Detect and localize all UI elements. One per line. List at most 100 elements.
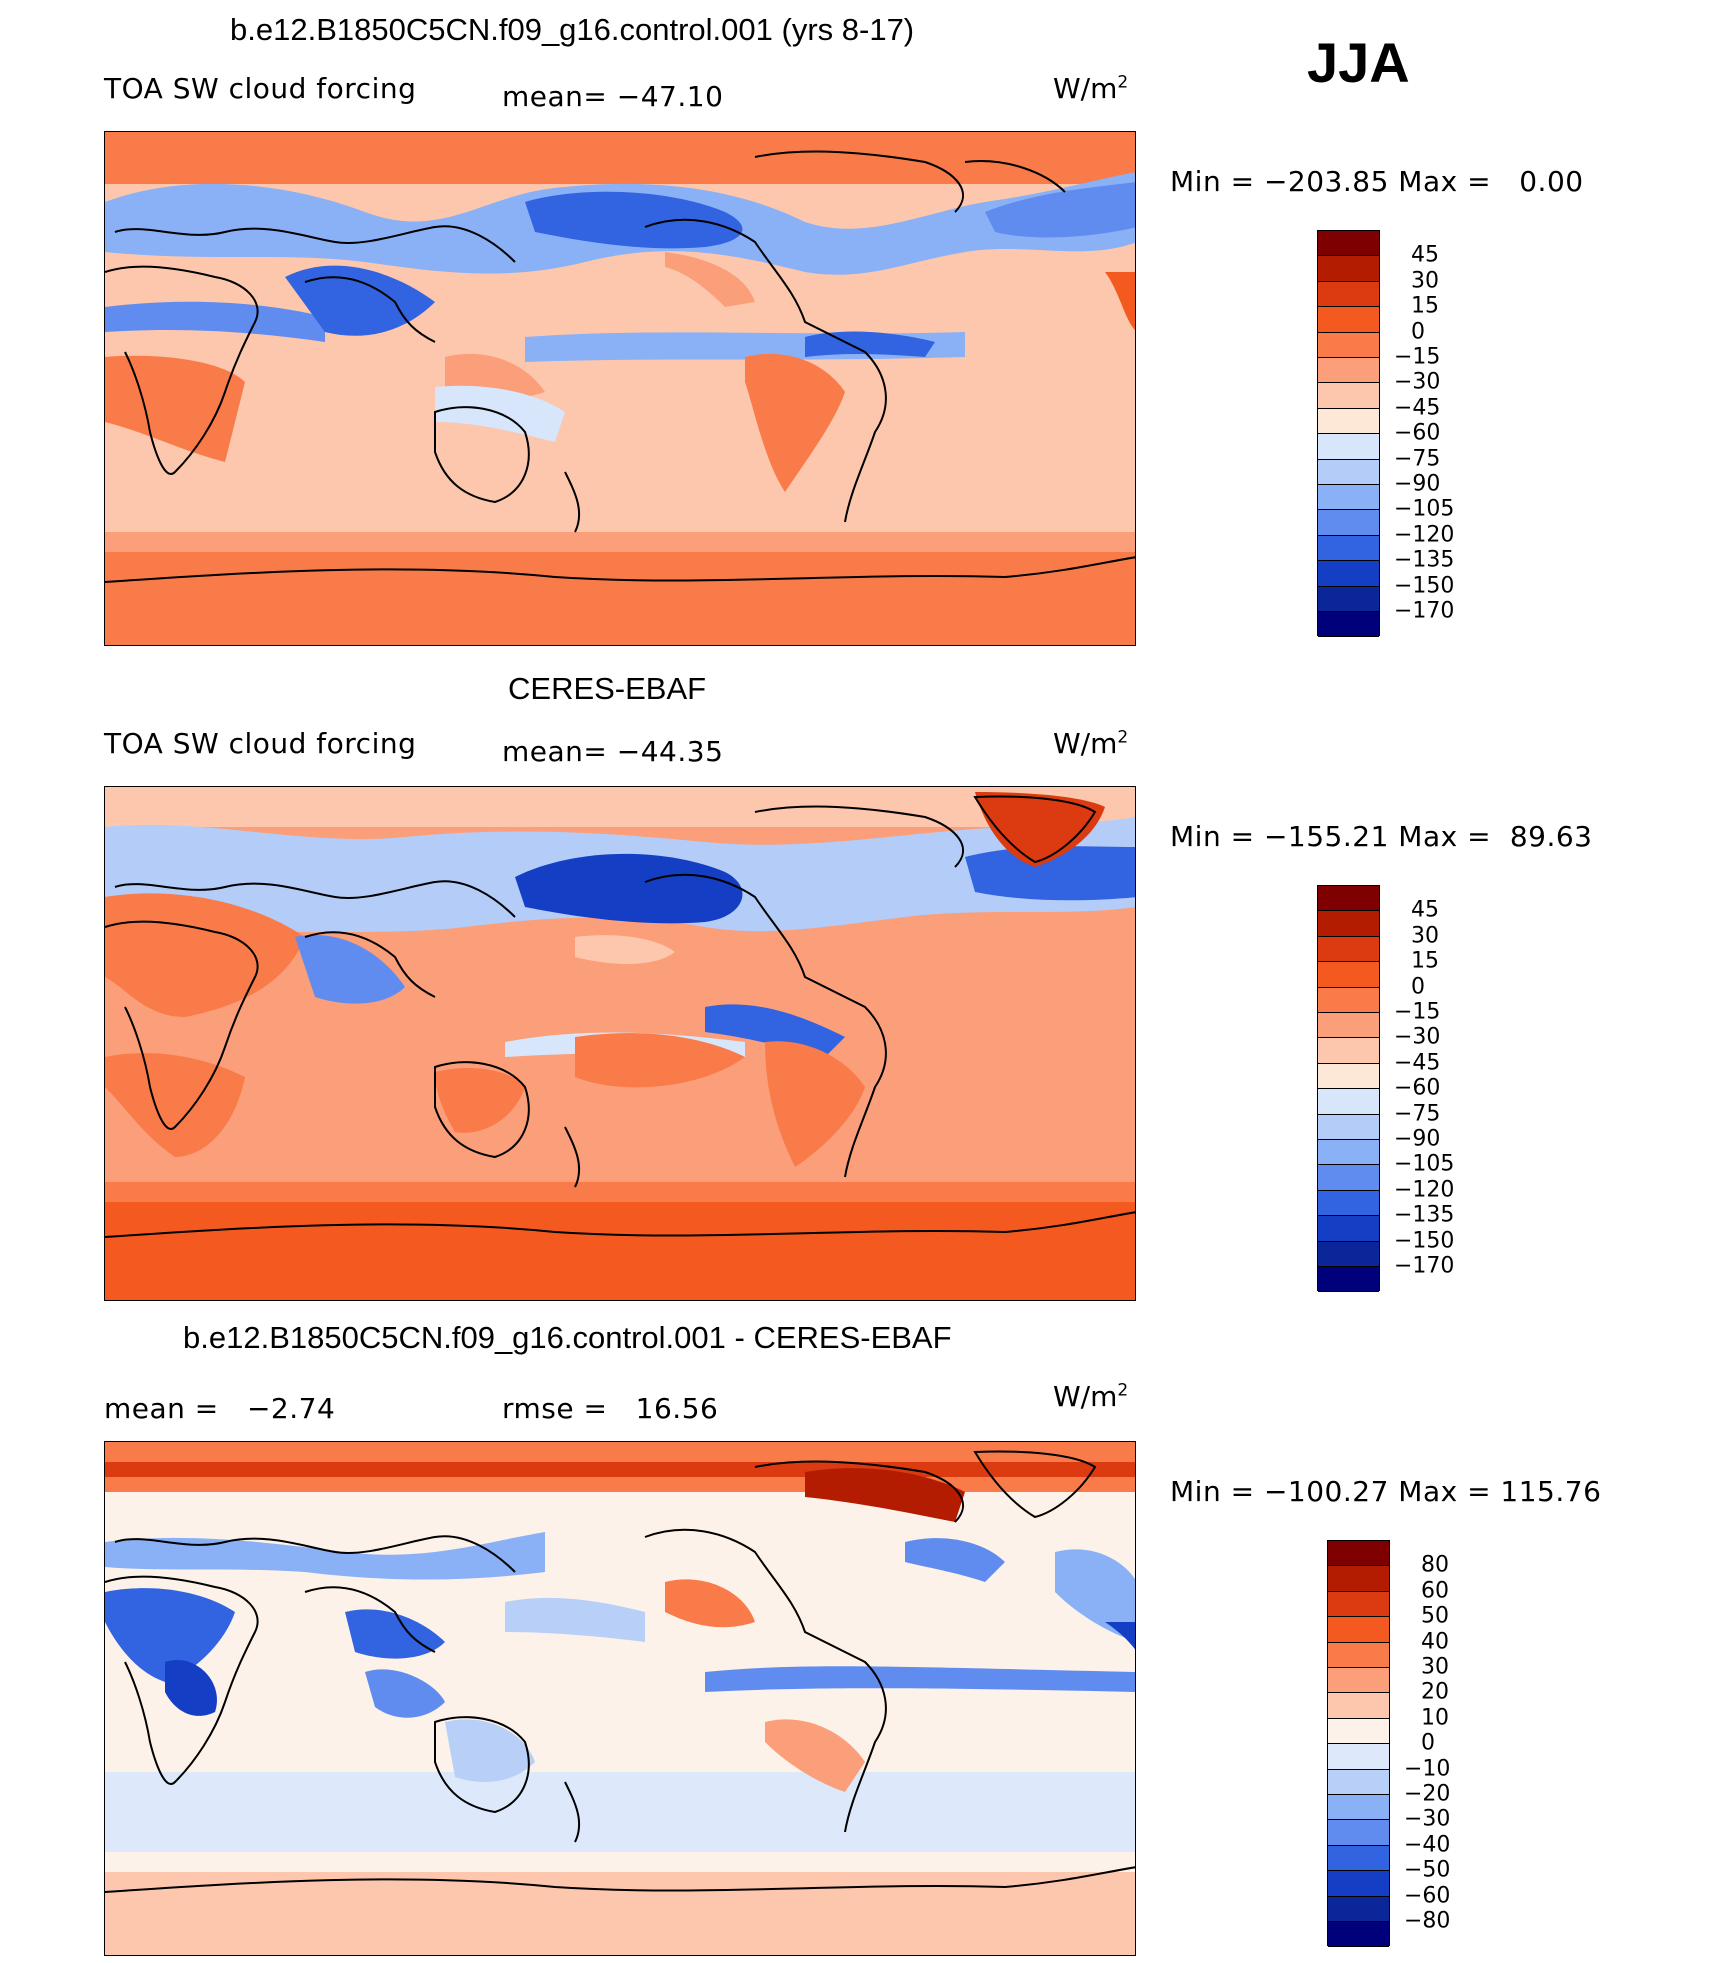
colorbar-tick-label: −30 (1394, 369, 1441, 395)
colorbar-swatch (1328, 1541, 1389, 1567)
colorbar-tick-label: 15 (1411, 948, 1439, 974)
panel-2-minmax: Min = −155.21 Max = 89.63 (1170, 820, 1593, 853)
colorbar-tick-label: −75 (1394, 1101, 1441, 1127)
colorbar-swatch (1328, 1617, 1389, 1643)
colorbar-swatch (1328, 1566, 1389, 1592)
colorbar-tick-label: 20 (1421, 1679, 1449, 1705)
colorbar-tick-label: 30 (1421, 1654, 1449, 1680)
colorbar-tick-label: −60 (1404, 1883, 1451, 1909)
colorbar-tick-label: −45 (1394, 395, 1441, 421)
panel-2-units-exp: 2 (1117, 727, 1129, 748)
colorbar-tick-label: 15 (1411, 293, 1439, 319)
colorbar-tick-label: −30 (1394, 1024, 1441, 1050)
colorbar-swatch (1328, 1795, 1389, 1821)
colorbar-swatch (1318, 307, 1379, 333)
colorbar-swatch (1318, 561, 1379, 587)
panel-2-units-text: W/m (1053, 727, 1118, 760)
colorbar-swatch (1318, 383, 1379, 409)
panel-2-title: CERES-EBAF (508, 671, 707, 706)
colorbar-tick-label: −20 (1404, 1781, 1451, 1807)
colorbar-frame (1327, 1540, 1390, 1948)
panel-3-minmax: Min = −100.27 Max = 115.76 (1170, 1475, 1602, 1508)
colorbar-tick-label: −150 (1394, 1228, 1455, 1254)
colorbar-swatch (1318, 1063, 1379, 1090)
colorbar-swatch (1318, 231, 1379, 257)
colorbar-swatch (1318, 1013, 1379, 1039)
colorbar-tick-label: −75 (1394, 446, 1441, 472)
colorbar-tick-label: 30 (1411, 268, 1439, 294)
colorbar-frame (1317, 230, 1380, 638)
colorbar-swatch (1318, 1216, 1379, 1242)
colorbar-tick-label: −15 (1394, 999, 1441, 1025)
colorbar-tick-label: −60 (1394, 420, 1441, 446)
colorbar-tick-label: −105 (1394, 1151, 1455, 1177)
colorbar-tick-label: −120 (1394, 1177, 1455, 1203)
panel-2-units: W/m2 (1053, 727, 1128, 760)
colorbar-swatch (1328, 1922, 1389, 1948)
colorbar-swatch (1318, 1241, 1379, 1267)
panel-1-minmax: Min = −203.85 Max = 0.00 (1170, 165, 1584, 198)
colorbar-tick-label: 0 (1411, 974, 1425, 1000)
colorbar-swatch (1318, 1089, 1379, 1115)
colorbar-swatch (1328, 1718, 1389, 1745)
colorbar-swatch (1328, 1896, 1389, 1922)
colorbar-swatch (1318, 535, 1379, 562)
colorbar-tick-label: 50 (1421, 1603, 1449, 1629)
colorbar-tick-label: −50 (1404, 1857, 1451, 1883)
colorbar-tick-label: −40 (1404, 1832, 1451, 1858)
colorbar-swatch (1318, 281, 1379, 308)
panel-3-units-text: W/m (1053, 1380, 1118, 1413)
colorbar-tick-label: 10 (1421, 1705, 1449, 1731)
colorbar-swatch (1318, 911, 1379, 937)
colorbar-swatch (1318, 936, 1379, 963)
panel-3-mean-label: mean = −2.74 (104, 1392, 336, 1425)
colorbar-swatch (1318, 510, 1379, 536)
colorbar-swatch (1328, 1769, 1389, 1795)
colorbar-tick-label: −135 (1394, 1202, 1455, 1228)
colorbar-swatch (1318, 987, 1379, 1013)
colorbar-swatch (1318, 962, 1379, 988)
colorbar-tick-label: 60 (1421, 1578, 1449, 1604)
colorbar-swatch (1328, 1642, 1389, 1668)
panel-1-units-exp: 2 (1117, 72, 1129, 93)
colorbar-swatch (1318, 408, 1379, 435)
season-label: JJA (1307, 31, 1410, 94)
colorbar-tick-label: 45 (1411, 242, 1439, 268)
colorbar-swatch (1318, 358, 1379, 384)
colorbar-swatch (1328, 1871, 1389, 1897)
panel-1-mean-label: mean= −47.10 (502, 80, 724, 113)
colorbar-swatch (1328, 1693, 1389, 1719)
colorbar-swatch (1328, 1845, 1389, 1872)
colorbar-swatch (1318, 1165, 1379, 1191)
colorbar-tick-label: −45 (1394, 1050, 1441, 1076)
colorbar-tick-label: −170 (1394, 598, 1455, 624)
colorbar-tick-label: −30 (1404, 1806, 1451, 1832)
colorbar-tick-label: −135 (1394, 547, 1455, 573)
panel-3-units: W/m2 (1053, 1380, 1128, 1413)
colorbar-swatch (1318, 612, 1379, 638)
panel-1-map (104, 131, 1136, 646)
panel-2-map (104, 786, 1136, 1301)
colorbar-tick-label: −60 (1394, 1075, 1441, 1101)
colorbar-swatch (1318, 886, 1379, 912)
colorbar-swatch (1328, 1668, 1389, 1694)
colorbar-swatch (1328, 1744, 1389, 1770)
colorbar-swatch (1318, 485, 1379, 511)
panel-2-mean-label: mean= −44.35 (502, 735, 724, 768)
colorbar-tick-label: −15 (1394, 344, 1441, 370)
colorbar-tick-label: −80 (1404, 1908, 1451, 1934)
colorbar-tick-label: 80 (1421, 1552, 1449, 1578)
colorbar-tick-label: 45 (1411, 897, 1439, 923)
colorbar-swatch (1318, 1190, 1379, 1217)
panel-3-units-exp: 2 (1117, 1380, 1129, 1401)
panel-2-variable-label: TOA SW cloud forcing (104, 727, 417, 760)
colorbar-swatch (1318, 256, 1379, 282)
colorbar-tick-label: 0 (1411, 319, 1425, 345)
colorbar-swatch (1318, 459, 1379, 485)
colorbar-swatch (1318, 586, 1379, 612)
colorbar-tick-label: −170 (1394, 1253, 1455, 1279)
panel-3-map (104, 1441, 1136, 1956)
panel-1-units: W/m2 (1053, 72, 1128, 105)
colorbar-tick-label: −150 (1394, 573, 1455, 599)
panel-1-title: b.e12.B1850C5CN.f09_g16.control.001 (yrs… (230, 12, 915, 47)
